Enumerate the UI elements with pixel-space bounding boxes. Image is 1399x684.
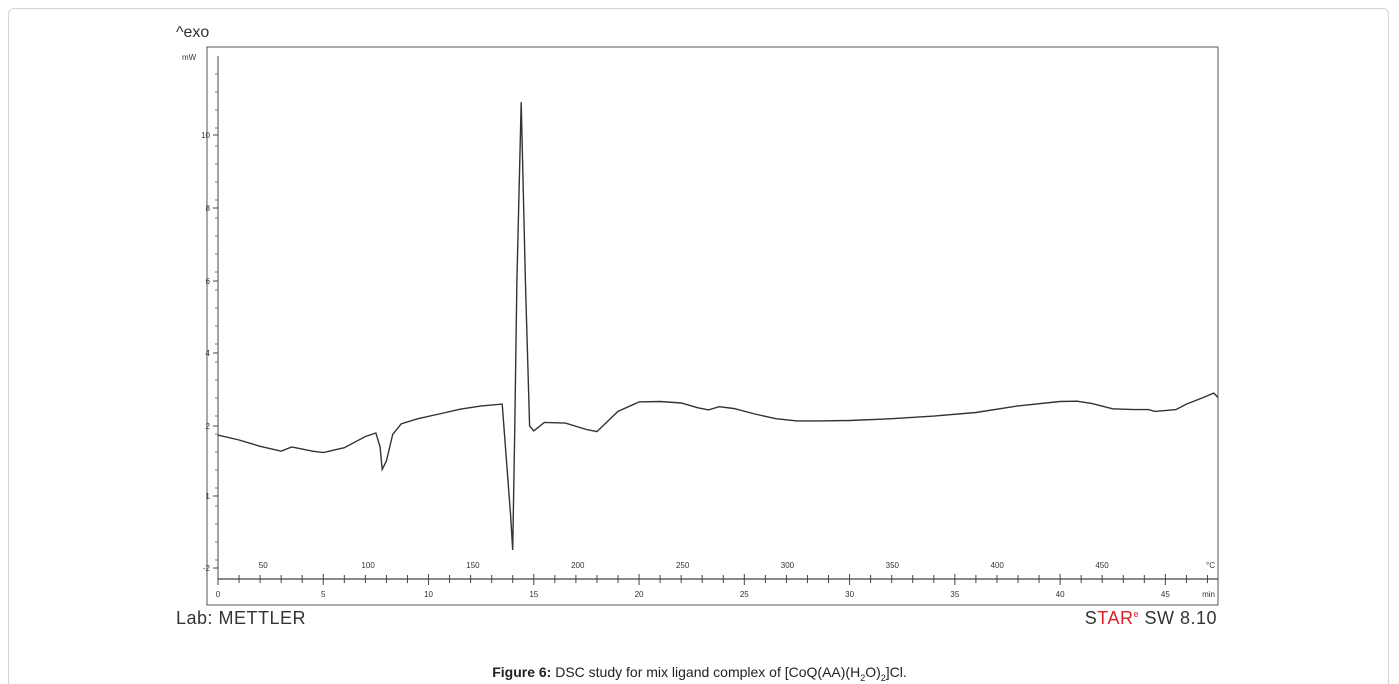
x-bottom-tick-label: 40 [1056,590,1065,599]
x-bottom-tick-label: 30 [845,590,854,599]
caption-text-2: O) [865,664,881,680]
caption-sub-2: 2 [880,672,886,683]
page-frame [8,8,1389,684]
x-top-unit: °C [1206,561,1215,570]
x-top-tick-label: 300 [781,561,795,570]
x-top-tick-label: 50 [259,561,268,570]
y-tick-label: 10 [201,131,210,140]
x-bottom-tick-label: 15 [529,590,538,599]
x-bottom-unit: min [1202,590,1215,599]
y-tick-label: 2 [206,422,211,431]
y-tick-label: 6 [206,277,211,286]
x-axis: 0 5 10 15 20 25 30 35 40 45 min 50 100 150 200 250 300 35… [216,561,1218,599]
y-tick-label: 1 [206,492,211,501]
x-top-tick-label: 450 [1095,561,1109,570]
x-bottom-tick-label: 45 [1161,590,1170,599]
dsc-curve [217,102,1219,551]
x-bottom-tick-label: 5 [321,590,326,599]
x-bottom-tick-label: 20 [635,590,644,599]
software-s: S [1084,608,1098,628]
x-top-tick-label: 150 [466,561,480,570]
x-bottom-tick-label: 0 [216,590,221,599]
y-axis: -2 1 2 4 6 8 10 [201,56,219,580]
software-superscript: e [1133,609,1139,619]
x-top-tick-label: 250 [676,561,690,570]
y-tick-label: 4 [206,349,211,358]
x-top-tick-label: 200 [571,561,585,570]
lab-label: Lab: METTLER [176,608,307,628]
y-tick-label: 8 [206,204,211,213]
caption-sub-1: 2 [860,672,866,683]
exo-direction-label: ^exo [176,24,210,41]
y-tick-label: -2 [203,564,211,573]
x-top-tick-label: 100 [361,561,375,570]
caption-text-3: ]Cl. [885,664,907,680]
x-bottom-tick-label: 10 [424,590,433,599]
x-bottom-tick-label: 25 [740,590,749,599]
caption-label: Figure 6: [492,664,552,680]
software-tar: TAR [1097,608,1134,628]
x-top-tick-label: 400 [990,561,1004,570]
caption-text-1: DSC study for mix ligand complex of [CoQ… [551,664,861,680]
software-label: STARe SW 8.10 [1085,608,1217,629]
software-version: SW 8.10 [1138,608,1217,628]
plot-area [206,46,1219,606]
x-top-tick-label: 350 [886,561,900,570]
x-bottom-tick-label: 35 [950,590,959,599]
y-unit-label: mW [182,53,197,62]
figure-caption: Figure 6: DSC study for mix ligand compl… [0,664,1399,683]
